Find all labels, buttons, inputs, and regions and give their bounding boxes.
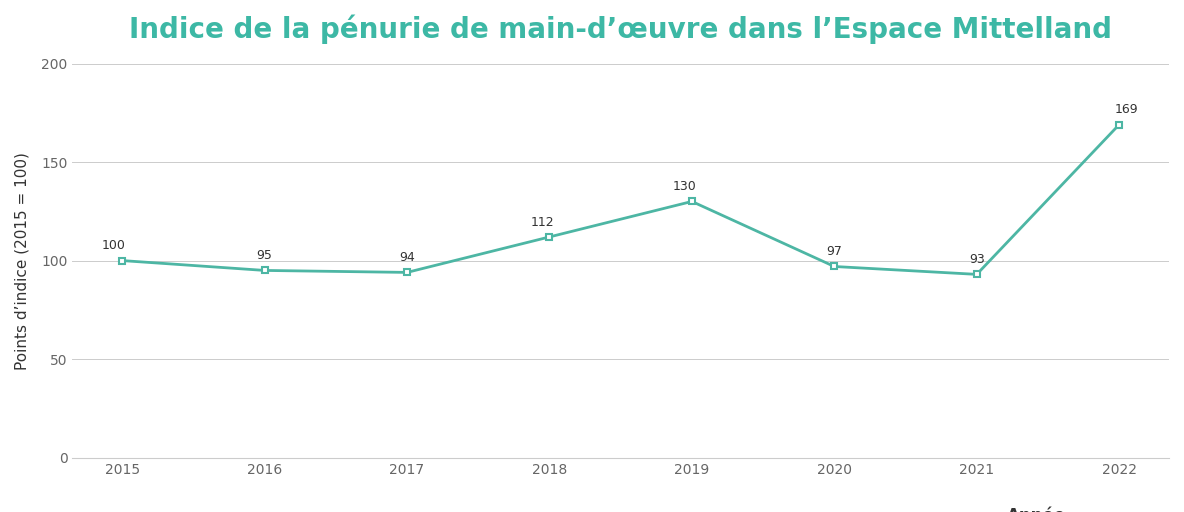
Text: 169: 169 (1114, 103, 1138, 116)
Text: 100: 100 (102, 239, 126, 252)
Text: 130: 130 (673, 180, 697, 193)
Y-axis label: Points d’indice (2015 = 100): Points d’indice (2015 = 100) (15, 152, 30, 370)
Text: 95: 95 (257, 249, 272, 262)
Text: 93: 93 (969, 253, 985, 266)
Text: 112: 112 (530, 216, 554, 228)
Title: Indice de la pénurie de main-d’œuvre dans l’Espace Mittelland: Indice de la pénurie de main-d’œuvre dan… (129, 15, 1112, 45)
Text: 94: 94 (399, 251, 414, 264)
Text: 97: 97 (826, 245, 842, 258)
Text: Année: Année (1006, 507, 1066, 512)
